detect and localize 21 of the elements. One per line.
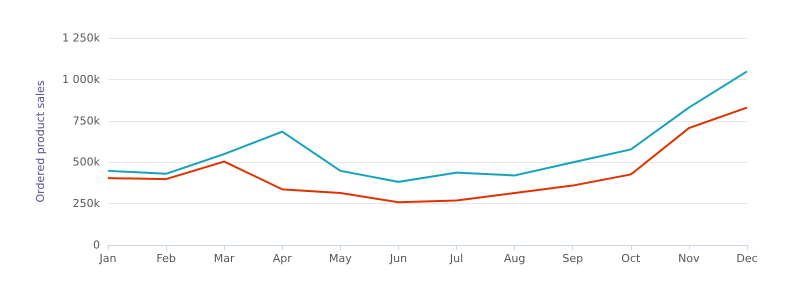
x-tick-label: Jan	[98, 252, 116, 265]
y-tick-label: 1 250k	[62, 32, 101, 44]
x-tick-label: Sep	[562, 252, 584, 265]
y-tick-label: 750k	[72, 114, 101, 128]
y-tick-label: 500k	[72, 156, 101, 169]
x-tick-label: May	[328, 252, 352, 265]
y-axis-title: Ordered product sales	[34, 80, 47, 203]
y-tick-label: 0	[93, 238, 100, 252]
y-tick-label: 250k	[72, 197, 101, 210]
x-tick-label: Dec	[736, 252, 758, 265]
x-tick-label: Oct	[621, 252, 642, 265]
x-tick-label: Jun	[388, 252, 408, 265]
x-tick-label: Mar	[214, 252, 236, 265]
line-series	[107, 106, 748, 204]
x-tick-label: Apr	[272, 252, 292, 265]
x-tick-label: Feb	[156, 252, 176, 265]
x-tick-label: Aug	[504, 252, 526, 265]
x-tick-label: Nov	[678, 252, 700, 265]
x-tick-label: Jul	[448, 252, 464, 265]
line-series	[107, 70, 748, 183]
y-tick-label: 1 000k	[62, 72, 101, 86]
